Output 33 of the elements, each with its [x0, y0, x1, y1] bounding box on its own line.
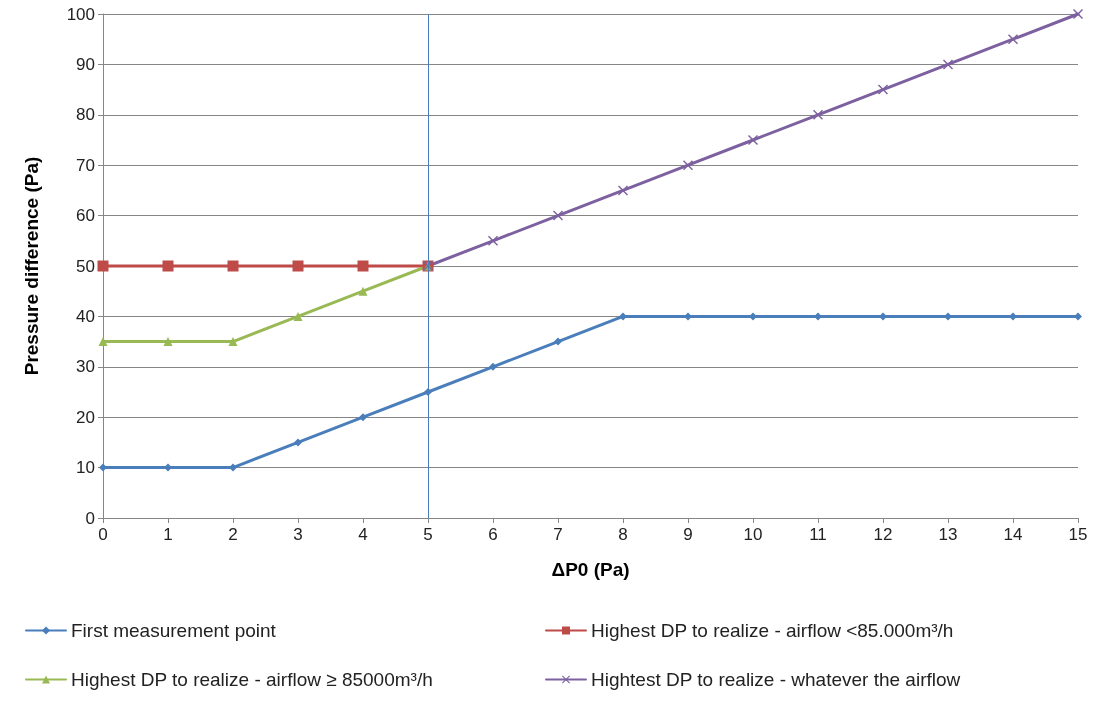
legend-label: Hightest DP to realize - whatever the airflow: [591, 669, 961, 690]
y-tick-label: 100: [66, 4, 95, 24]
x-tick-label: 13: [938, 525, 958, 544]
y-tick-label: 40: [76, 306, 95, 326]
legend-label: Highest DP to realize - airflow ≥ 85000m³/h: [71, 669, 433, 690]
legend-label: Highest DP to realize - airflow <85.000m³/h: [591, 620, 954, 641]
legend-label: First measurement point: [71, 620, 277, 641]
y-tick-label: 30: [76, 357, 95, 377]
y-tick-label: 0: [85, 508, 95, 528]
y-tick-label: 50: [76, 256, 95, 276]
x-tick-label: 0: [98, 525, 108, 544]
x-axis-title: ΔP0 (Pa): [551, 559, 630, 580]
y-tick-label: 70: [76, 155, 95, 175]
x-tick-label: 12: [873, 525, 893, 544]
y-tick-label: 90: [76, 54, 95, 74]
x-tick-label: 8: [618, 525, 628, 544]
x-tick-label: 4: [358, 525, 368, 544]
x-tick-label: 1: [163, 525, 173, 544]
x-tick-label: 14: [1003, 525, 1023, 544]
y-axis-title: Pressure difference (Pa): [21, 156, 42, 376]
y-tick-label: 10: [76, 458, 95, 478]
y-tick-label: 80: [76, 105, 95, 125]
y-tick-label: 60: [76, 206, 95, 226]
x-tick-label: 11: [809, 525, 827, 544]
x-tick-label: 3: [293, 525, 303, 544]
x-tick-label: 2: [228, 525, 238, 544]
x-tick-label: 5: [423, 525, 433, 544]
x-tick-label: 7: [553, 525, 563, 544]
x-tick-label: 10: [743, 525, 763, 544]
x-tick-label: 9: [683, 525, 693, 544]
x-tick-label: 6: [488, 525, 498, 544]
x-tick-label: 15: [1068, 525, 1088, 544]
y-tick-label: 20: [76, 407, 95, 427]
